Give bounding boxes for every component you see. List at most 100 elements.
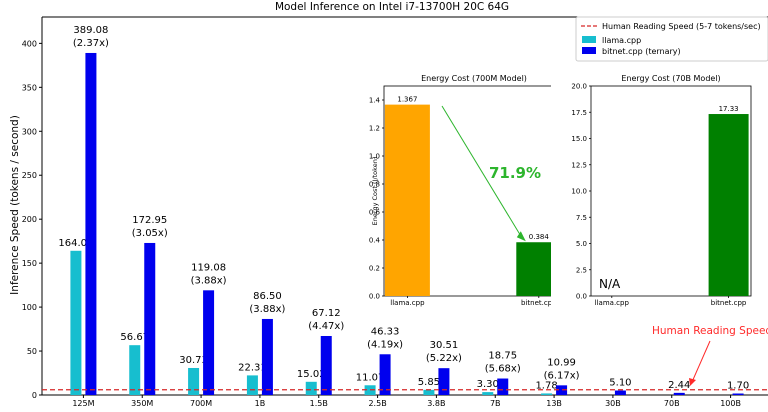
bar-llama bbox=[129, 345, 141, 395]
data-label: 67.12 bbox=[312, 308, 341, 319]
inset-bar-llama bbox=[384, 104, 430, 297]
inset-y-label: Energy Cost (J/token) bbox=[371, 157, 379, 226]
x-tick-label: 700M bbox=[190, 399, 212, 407]
bar-llama bbox=[541, 393, 553, 395]
y-tick-label: 400 bbox=[22, 39, 37, 48]
speedup-label: (3.88x) bbox=[191, 275, 227, 286]
data-label: 46.33 bbox=[371, 326, 400, 337]
inset-y-tick-label: 0.0 bbox=[576, 293, 587, 301]
x-tick-label: 1.5B bbox=[310, 399, 328, 407]
inset-y-tick-label: 0.2 bbox=[369, 265, 380, 273]
data-label: 22.31 bbox=[238, 362, 267, 373]
human-reading-annotation: Human Reading Speed bbox=[652, 325, 768, 337]
bar-bitnet bbox=[556, 385, 568, 395]
energy-700m-inset: Energy Cost (700M Model) 0.0 0.2 0.4 0.6 0.8 1… bbox=[344, 66, 574, 312]
inset-x-tick-label: bitnet.cpp bbox=[711, 299, 747, 307]
inset-y-tick-label: 0.8 bbox=[369, 181, 380, 189]
inset-title: Energy Cost (70B Model) bbox=[621, 74, 720, 83]
y-tick-label: 0 bbox=[32, 391, 37, 400]
bar-bitnet bbox=[85, 52, 97, 396]
speedup-label: (4.47x) bbox=[308, 321, 344, 332]
data-label: 11.07 bbox=[356, 372, 385, 383]
inset-y-tick-label: 1.0 bbox=[369, 153, 380, 161]
bar-bitnet bbox=[261, 318, 273, 395]
x-tick-label: 2.5B bbox=[368, 399, 386, 407]
bar-bitnet bbox=[203, 290, 215, 395]
data-label: 172.95 bbox=[132, 215, 167, 226]
data-label: 119.08 bbox=[191, 262, 226, 273]
data-label: 2.44 bbox=[668, 380, 690, 391]
annotation-arrow-head bbox=[689, 378, 696, 386]
legend-label-reference: Human Reading Speed (5-7 tokens/sec) bbox=[602, 22, 761, 31]
x-tick-label: 1B bbox=[255, 399, 266, 407]
data-label: 30.51 bbox=[430, 340, 459, 351]
inset-data-label: 17.33 bbox=[719, 105, 739, 113]
inset-bar-bitnet bbox=[708, 114, 749, 296]
reduction-arrow-shaft bbox=[441, 105, 524, 240]
data-label: 10.99 bbox=[547, 357, 576, 368]
bar-bitnet bbox=[320, 335, 332, 395]
inset-title: Energy Cost (700M Model) bbox=[421, 74, 527, 83]
x-tick-label: 13B bbox=[546, 399, 562, 407]
x-tick-label: 3.8B bbox=[427, 399, 445, 407]
inset-x-tick-label: bitnet.cpp bbox=[521, 299, 557, 307]
speedup-label: (5.22x) bbox=[426, 353, 462, 364]
bar-bitnet bbox=[614, 390, 626, 395]
inset-y-tick-label: 15.0 bbox=[571, 135, 587, 143]
y-tick-label: 250 bbox=[22, 171, 37, 180]
inset-data-label: 0.384 bbox=[529, 233, 550, 241]
legend-label-llama: llama.cpp bbox=[602, 36, 641, 45]
data-label: 30.73 bbox=[179, 355, 208, 366]
bar-bitnet bbox=[497, 378, 509, 395]
speedup-label: (6.17x) bbox=[544, 370, 580, 381]
speedup-label: (2.37x) bbox=[73, 38, 109, 49]
speedup-label: (5.68x) bbox=[485, 364, 521, 375]
legend-box bbox=[575, 16, 768, 62]
bar-llama bbox=[482, 392, 494, 395]
bar-bitnet bbox=[144, 242, 156, 395]
x-tick-label: 350M bbox=[131, 399, 153, 407]
speedup-label: (3.88x) bbox=[249, 304, 285, 315]
inset-x-tick-label: llama.cpp bbox=[595, 299, 630, 307]
inset-y-tick-label: 20.0 bbox=[571, 83, 587, 91]
data-label: 18.75 bbox=[488, 351, 517, 362]
bar-bitnet bbox=[379, 354, 391, 395]
energy-70b-inset: Energy Cost (70B Model) 0.0 2.5 5.0 7.5 10.0 1… bbox=[551, 66, 761, 312]
annotation-arrow-shaft bbox=[691, 340, 711, 383]
inset-y-tick-label: 1.2 bbox=[369, 125, 380, 133]
reduction-arrow-head bbox=[516, 231, 526, 242]
x-tick-label: 70B bbox=[664, 399, 680, 407]
speedup-label: (3.05x) bbox=[132, 228, 168, 239]
legend-label-bitnet: bitnet.cpp (ternary) bbox=[602, 47, 681, 56]
y-tick-label: 300 bbox=[22, 127, 37, 136]
data-label: 389.08 bbox=[73, 25, 108, 36]
inset-data-label: 1.367 bbox=[397, 96, 417, 104]
chart-title: Model Inference on Intel i7-13700H 20C 6… bbox=[275, 1, 509, 13]
data-label: 86.50 bbox=[253, 291, 282, 302]
na-label: N/A bbox=[599, 277, 621, 291]
data-label: 15.02 bbox=[297, 369, 326, 380]
x-tick-label: 125M bbox=[72, 399, 94, 407]
inset-y-tick-label: 0.6 bbox=[369, 209, 381, 217]
inset-y-tick-label: 0.4 bbox=[369, 237, 381, 245]
data-label: 3.30 bbox=[477, 379, 499, 390]
inset-y-tick-label: 12.5 bbox=[571, 161, 587, 169]
bar-bitnet bbox=[673, 392, 685, 395]
y-tick-label: 350 bbox=[22, 83, 37, 92]
main-plot-area: 0 50 100 150 200 250 300 350 400 125M 164.04 389.08… bbox=[22, 16, 768, 408]
data-label: 56.67 bbox=[120, 332, 149, 343]
bar-bitnet bbox=[438, 368, 450, 395]
inset-y-tick-label: 0.0 bbox=[369, 293, 380, 301]
x-tick-label: 7B bbox=[490, 399, 501, 407]
bar-llama bbox=[188, 367, 200, 395]
y-tick-label: 50 bbox=[27, 347, 37, 356]
data-label: 1.70 bbox=[727, 381, 749, 392]
bar-bitnet bbox=[732, 393, 744, 395]
y-tick-label: 150 bbox=[22, 259, 37, 268]
y-axis-label: Inference Speed (tokens / second) bbox=[9, 115, 21, 295]
data-label: 1.78 bbox=[535, 380, 557, 391]
bar-llama bbox=[423, 389, 435, 395]
y-tick-label: 100 bbox=[22, 303, 37, 312]
